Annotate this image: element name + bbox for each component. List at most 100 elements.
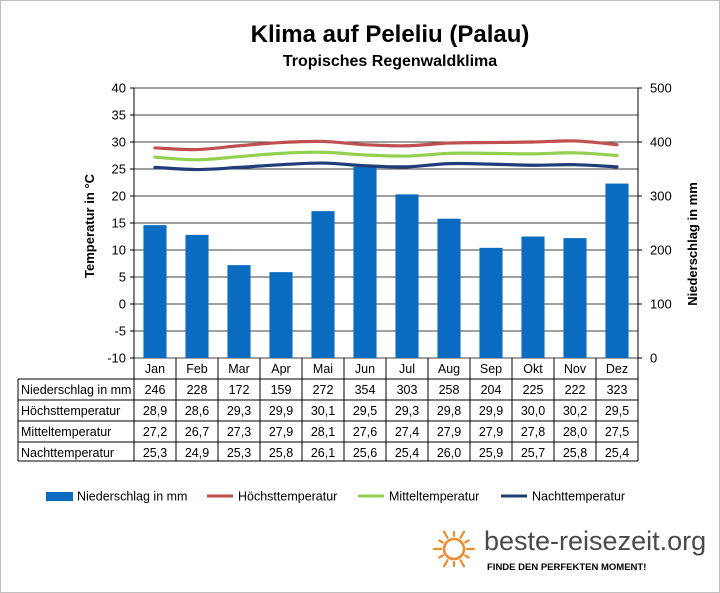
sun-ray — [459, 530, 466, 539]
table-cell: 225 — [523, 383, 544, 397]
table-cell: 28,9 — [143, 404, 167, 418]
table-cell: 29,3 — [227, 404, 251, 418]
right-axis-ticks: 0 100 200 300 400 500 — [638, 81, 672, 366]
right-tick-label: 0 — [650, 351, 657, 366]
sun-icon — [432, 530, 476, 568]
category-label: Mar — [228, 362, 250, 376]
right-tick-label: 100 — [650, 297, 672, 312]
category-label: Feb — [186, 362, 208, 376]
table-cell: 24,9 — [185, 446, 209, 460]
table-row-label: Niederschlag in mm — [21, 383, 131, 397]
sun-disc — [442, 537, 466, 561]
category-label: Jan — [145, 362, 165, 376]
table-cell: 30,0 — [521, 404, 545, 418]
table-cell: 27,3 — [227, 425, 251, 439]
legend-label: Niederschlag in mm — [77, 490, 187, 504]
table-cell: 25,4 — [395, 446, 419, 460]
left-tick-label: 40 — [112, 81, 126, 96]
left-tick-label: 15 — [112, 216, 126, 231]
table-cell: 27,5 — [605, 425, 629, 439]
left-axis-ticks: -10 -5 0 5 10 15 20 25 30 35 40 — [107, 81, 134, 366]
table-row-label: Höchsttemperatur — [21, 404, 120, 418]
right-tick-label: 200 — [650, 243, 672, 258]
table-cell: 159 — [271, 383, 292, 397]
table-cell: 29,9 — [269, 404, 293, 418]
left-tick-label: 30 — [112, 135, 126, 150]
right-tick-label: 300 — [650, 189, 672, 204]
left-tick-label: -5 — [114, 324, 126, 339]
bar-niederschlag-dez — [605, 183, 629, 358]
category-label: Aug — [438, 362, 460, 376]
bar-niederschlag-nov — [563, 238, 587, 358]
left-tick-label: 10 — [112, 243, 126, 258]
table-cell: 246 — [145, 383, 166, 397]
table-cell: 28,6 — [185, 404, 209, 418]
line-mitteltemperatur — [153, 150, 619, 162]
sun-ray — [459, 559, 466, 568]
table-cell: 29,8 — [437, 404, 461, 418]
table-cell: 25,9 — [479, 446, 503, 460]
sun-ray — [438, 539, 444, 544]
table-cell: 222 — [565, 383, 586, 397]
data-table: Jan Feb Mar Apr Mai Jun Jul Aug Sep Okt Nov Dez Nied… — [17, 358, 639, 462]
chart-subtitle: Tropisches Regenwaldklima — [283, 53, 497, 70]
bar-niederschlag-aug — [437, 218, 461, 358]
category-label: Nov — [564, 362, 587, 376]
legend: Niederschlag in mm Höchsttemperatur Mittel… — [46, 490, 625, 504]
right-axis-title: Niederschlag in mm — [685, 182, 700, 306]
table-cell: 25,8 — [563, 446, 587, 460]
bar-niederschlag-sep — [479, 247, 503, 358]
brand-name: beste-reisezeit.org — [484, 526, 706, 556]
left-tick-label: 35 — [112, 108, 126, 123]
table-cell: 28,1 — [311, 425, 335, 439]
left-tick-label: 25 — [112, 162, 126, 177]
bar-niederschlag-feb — [185, 234, 209, 358]
category-label: Jul — [399, 362, 415, 376]
precipitation-bars — [143, 166, 629, 358]
table-row-label: Mitteltemperatur — [21, 425, 111, 439]
category-label: Jun — [355, 362, 375, 376]
sun-ray — [438, 554, 444, 559]
temperature-lines — [153, 139, 619, 172]
table-cell: 25,6 — [353, 446, 377, 460]
line-nachttemperatur — [153, 161, 619, 172]
table-cell: 27,9 — [269, 425, 293, 439]
bar-niederschlag-mai — [311, 211, 335, 358]
table-cell: 26,7 — [185, 425, 209, 439]
table-cell: 28,0 — [563, 425, 587, 439]
table-cell: 26,0 — [437, 446, 461, 460]
table-cell: 25,3 — [143, 446, 167, 460]
legend-label: Höchsttemperatur — [238, 490, 337, 504]
brand-tagline: FINDE DEN PERFEKTEN MOMENT! — [487, 562, 646, 573]
table-cell: 25,3 — [227, 446, 251, 460]
left-tick-label: 5 — [119, 270, 126, 285]
table-cell: 29,5 — [605, 404, 629, 418]
table-cell: 27,9 — [479, 425, 503, 439]
sun-ray — [442, 530, 449, 539]
table-cell: 25,7 — [521, 446, 545, 460]
category-label: Sep — [480, 362, 502, 376]
category-label: Mai — [313, 362, 333, 376]
bar-niederschlag-jul — [395, 194, 419, 358]
category-label: Okt — [523, 362, 543, 376]
table-cell: 26,1 — [311, 446, 335, 460]
table-cell: 303 — [397, 383, 418, 397]
table-cell: 29,9 — [479, 404, 503, 418]
sun-ray — [442, 559, 449, 568]
table-cell: 258 — [439, 383, 460, 397]
line-hoechsttemperatur — [153, 139, 619, 152]
category-label: Dez — [606, 362, 628, 376]
table-cell: 27,8 — [521, 425, 545, 439]
table-cell: 30,1 — [311, 404, 335, 418]
legend-label: Mitteltemperatur — [389, 490, 479, 504]
table-cell: 272 — [313, 383, 334, 397]
bar-niederschlag-apr — [269, 272, 293, 358]
left-tick-label: -10 — [107, 351, 126, 366]
table-cell: 27,9 — [437, 425, 461, 439]
table-cell: 204 — [481, 383, 502, 397]
table-cell: 29,5 — [353, 404, 377, 418]
table-cell: 30,2 — [563, 404, 587, 418]
chart-title: Klima auf Peleliu (Palau) — [251, 21, 530, 48]
table-cell: 228 — [187, 383, 208, 397]
